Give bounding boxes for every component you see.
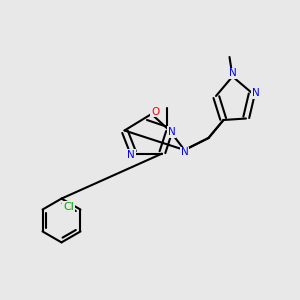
Text: Cl: Cl xyxy=(63,202,74,212)
Text: N: N xyxy=(252,88,260,98)
Text: N: N xyxy=(229,68,236,79)
Text: O: O xyxy=(151,106,159,117)
Text: N: N xyxy=(168,127,176,137)
Text: N: N xyxy=(127,150,135,160)
Text: N: N xyxy=(181,147,188,158)
